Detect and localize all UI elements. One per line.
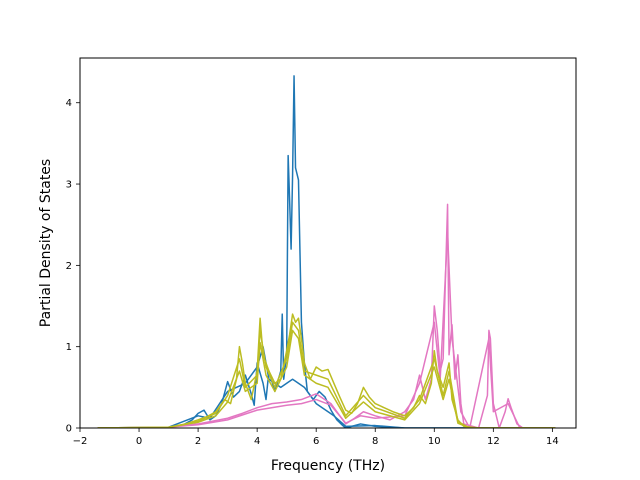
x-axis-label: Frequency (THz): [271, 458, 385, 474]
y-axis-label: Partial Density of States: [38, 159, 54, 327]
x-axis: −2 0 2 4 6 8 10 12 14: [73, 428, 559, 447]
series-layer: [97, 75, 556, 428]
x-tick-label: 0: [136, 436, 142, 447]
x-tick-label: 4: [254, 436, 260, 447]
plot-area: [79, 57, 577, 429]
x-tick-label: 6: [313, 436, 319, 447]
y-tick-label: 4: [66, 98, 72, 109]
x-tick-label: 12: [487, 436, 500, 447]
y-tick-label: 3: [66, 180, 72, 191]
series-line-2: [97, 203, 556, 428]
x-tick-label: 8: [372, 436, 378, 447]
x-tick-label: 14: [546, 436, 559, 447]
y-tick-label: 1: [66, 342, 72, 353]
axes-frame: [79, 57, 577, 429]
series-line-4: [97, 313, 556, 428]
y-tick-label: 2: [66, 261, 72, 272]
x-tick-label: 2: [195, 436, 201, 447]
y-axis: 0 1 2 3 4: [66, 98, 80, 435]
series-line-6: [97, 329, 556, 428]
x-tick-label: 10: [428, 436, 441, 447]
y-tick-label: 0: [66, 424, 72, 435]
x-tick-label: −2: [73, 436, 88, 447]
